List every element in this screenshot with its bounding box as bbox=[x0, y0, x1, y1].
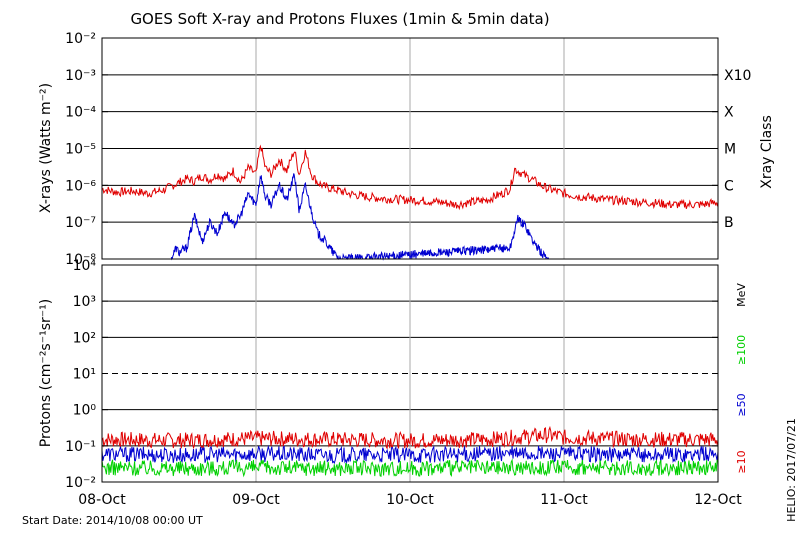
xray-y-axis-label: X-rays (Watts m⁻²) bbox=[38, 83, 54, 213]
proton-legend-entry: ≥10 bbox=[735, 450, 748, 473]
x-tick-label: 08-Oct bbox=[78, 492, 126, 508]
proton-series bbox=[101, 425, 719, 478]
proton-y-tick-label: 10³ bbox=[73, 294, 96, 310]
proton-y-tick-label: 10⁰ bbox=[73, 403, 97, 419]
xray-y-tick-label: 10⁻⁶ bbox=[65, 178, 96, 194]
xray-y-tick-label: 10⁻² bbox=[65, 31, 96, 47]
xray-y-tick-label: 10⁻⁷ bbox=[65, 215, 96, 231]
xray-class-label: C bbox=[724, 178, 734, 194]
xray-grid bbox=[102, 38, 718, 259]
x-tick-label: 10-Oct bbox=[386, 492, 434, 508]
proton-series-line bbox=[101, 425, 719, 450]
proton-y-tick-label: 10⁴ bbox=[73, 258, 97, 274]
proton-y-tick-label: 10⁻² bbox=[65, 475, 96, 491]
xray-class-axis-label: Xray Class bbox=[759, 115, 775, 189]
x-tick-label: 11-Oct bbox=[540, 492, 588, 508]
xray-y-ticks: 10⁻⁸ 10⁻⁷ 10⁻⁶ 10⁻⁵ 10⁻⁴ 10⁻³ 10⁻² bbox=[65, 31, 718, 268]
proton-y-axis-label: Protons (cm⁻²s⁻¹sr⁻¹) bbox=[38, 299, 54, 448]
x-tick-label: 09-Oct bbox=[232, 492, 280, 508]
xray-class-ticks: X10 X M C B bbox=[724, 68, 751, 231]
chart-title: GOES Soft X-ray and Protons Fluxes (1min… bbox=[130, 10, 549, 28]
xray-series bbox=[101, 144, 719, 261]
start-date-label: Start Date: 2014/10/08 00:00 UT bbox=[22, 514, 203, 527]
x-axis-ticks: 08-Oct 09-Oct 10-Oct 11-Oct 12-Oct bbox=[78, 492, 742, 508]
xray-series-line bbox=[170, 173, 550, 261]
proton-y-tick-label: 10¹ bbox=[73, 367, 96, 383]
xray-y-tick-label: 10⁻⁴ bbox=[65, 105, 96, 121]
proton-y-ticks: 10⁻² 10⁻¹ 10⁰ 10¹ 10² 10³ 10⁴ bbox=[65, 258, 718, 491]
xray-y-tick-label: 10⁻⁸ bbox=[65, 252, 96, 268]
xray-class-label: M bbox=[724, 142, 736, 158]
proton-series-line bbox=[101, 458, 719, 478]
proton-series-line bbox=[101, 444, 719, 465]
proton-legend-entry: ≥100 bbox=[735, 335, 748, 365]
xray-series-line bbox=[101, 144, 719, 211]
proton-y-tick-label: 10² bbox=[73, 330, 96, 346]
proton-panel: 10⁻² 10⁻¹ 10⁰ 10¹ 10² 10³ 10⁴ Protons (cm⁻²s⁻¹… bbox=[38, 258, 748, 491]
credit-label: HELIO: 2017/07/21 bbox=[785, 418, 798, 522]
proton-y-tick-label: 10⁻¹ bbox=[65, 439, 96, 455]
proton-legend: ≥100 ≥50 ≥10 bbox=[735, 335, 748, 474]
xray-class-label: X bbox=[724, 105, 734, 121]
xray-y-tick-label: 10⁻³ bbox=[65, 68, 96, 84]
xray-panel: 10⁻⁸ 10⁻⁷ 10⁻⁶ 10⁻⁵ 10⁻⁴ 10⁻³ 10⁻² X10 X M C B X-r… bbox=[38, 31, 775, 268]
xray-class-label: B bbox=[724, 215, 734, 231]
xray-y-tick-label: 10⁻⁵ bbox=[65, 142, 96, 158]
xray-class-label: X10 bbox=[724, 68, 751, 84]
x-tick-label: 12-Oct bbox=[694, 492, 742, 508]
proton-unit-label: MeV bbox=[735, 283, 748, 307]
proton-legend-entry: ≥50 bbox=[735, 393, 748, 416]
proton-grid bbox=[102, 265, 718, 482]
